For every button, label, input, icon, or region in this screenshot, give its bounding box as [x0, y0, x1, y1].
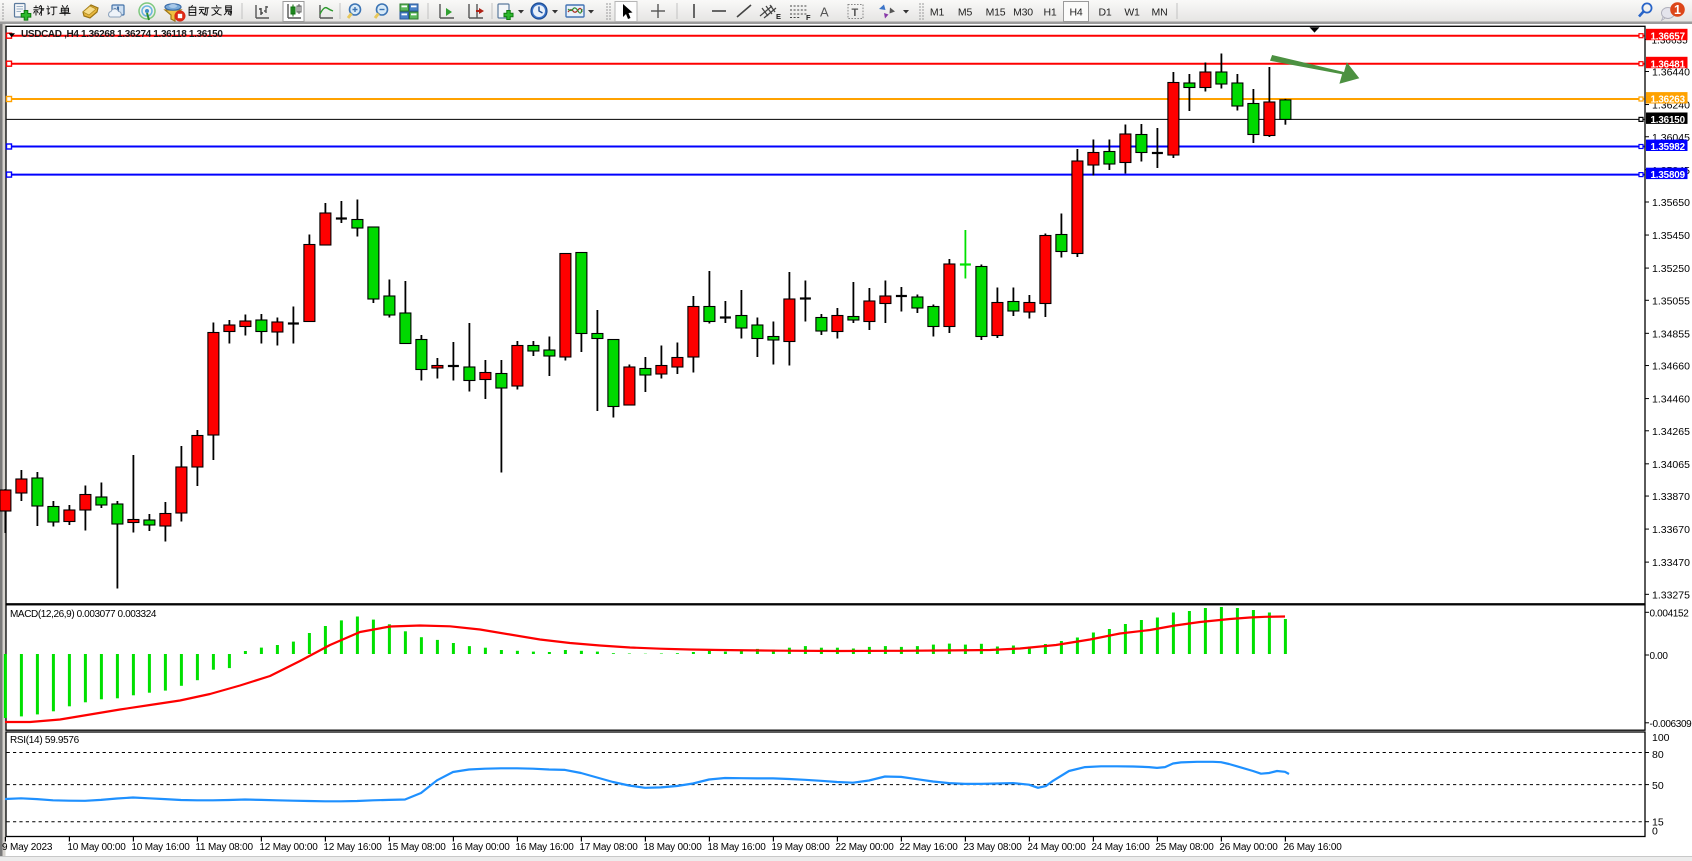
svg-text:22 May 16:00: 22 May 16:00: [899, 842, 958, 853]
svg-text:50: 50: [1652, 780, 1664, 792]
svg-text:1.35055: 1.35055: [1652, 295, 1690, 307]
svg-text:1.36481: 1.36481: [1651, 59, 1686, 70]
svg-text:18 May 16:00: 18 May 16:00: [707, 842, 766, 853]
svg-text:26 May 00:00: 26 May 00:00: [1219, 842, 1278, 853]
svg-text:24 May 00:00: 24 May 00:00: [1027, 842, 1086, 853]
svg-text:1.33670: 1.33670: [1652, 524, 1690, 536]
svg-text:10 May 16:00: 10 May 16:00: [131, 842, 190, 853]
svg-text:1.36150: 1.36150: [1651, 115, 1686, 126]
svg-text:USDCAD ,H4 1.36268 1.36274 1.: USDCAD ,H4 1.36268 1.36274 1.36118 1.361…: [21, 29, 223, 40]
svg-text:10 May 00:00: 10 May 00:00: [67, 842, 126, 853]
svg-text:MACD(12,26,9) 0.003077 0.00332: MACD(12,26,9) 0.003077 0.003324: [10, 609, 157, 620]
svg-text:1.33275: 1.33275: [1652, 589, 1690, 601]
svg-text:-0.006309: -0.006309: [1650, 719, 1692, 730]
svg-text:1.34855: 1.34855: [1652, 328, 1690, 340]
svg-text:1.33870: 1.33870: [1652, 491, 1690, 503]
svg-text:17 May 08:00: 17 May 08:00: [579, 842, 638, 853]
svg-text:1.34065: 1.34065: [1652, 459, 1690, 471]
svg-text:1.35450: 1.35450: [1652, 230, 1690, 242]
svg-text:22 May 00:00: 22 May 00:00: [835, 842, 894, 853]
svg-text:19 May 08:00: 19 May 08:00: [771, 842, 830, 853]
svg-text:24 May 16:00: 24 May 16:00: [1091, 842, 1150, 853]
svg-text:18 May 00:00: 18 May 00:00: [643, 842, 702, 853]
svg-text:1.36657: 1.36657: [1651, 31, 1686, 42]
svg-text:RSI(14) 59.9576: RSI(14) 59.9576: [10, 735, 80, 746]
svg-text:23 May 08:00: 23 May 08:00: [963, 842, 1022, 853]
svg-text:0.00: 0.00: [1650, 651, 1669, 662]
svg-text:1.35809: 1.35809: [1651, 170, 1686, 181]
svg-text:1.35250: 1.35250: [1652, 263, 1690, 275]
svg-text:12 May 16:00: 12 May 16:00: [323, 842, 382, 853]
svg-text:0.004152: 0.004152: [1650, 608, 1690, 619]
svg-text:16 May 00:00: 16 May 00:00: [451, 842, 510, 853]
svg-text:1.34265: 1.34265: [1652, 426, 1690, 438]
svg-text:1.35982: 1.35982: [1651, 142, 1686, 153]
svg-text:11 May 08:00: 11 May 08:00: [195, 842, 253, 853]
svg-text:26 May 16:00: 26 May 16:00: [1283, 842, 1342, 853]
svg-text:100: 100: [1652, 732, 1670, 744]
svg-text:9 May 2023: 9 May 2023: [2, 842, 53, 853]
svg-text:1.34460: 1.34460: [1652, 394, 1690, 406]
svg-text:0: 0: [1652, 826, 1658, 838]
svg-text:16 May 16:00: 16 May 16:00: [515, 842, 574, 853]
svg-text:1.33470: 1.33470: [1652, 557, 1690, 569]
svg-text:1.34660: 1.34660: [1652, 361, 1690, 373]
svg-text:25 May 08:00: 25 May 08:00: [1155, 842, 1214, 853]
svg-text:1.35650: 1.35650: [1652, 197, 1690, 209]
svg-text:1.36263: 1.36263: [1651, 95, 1686, 106]
svg-text:15 May 08:00: 15 May 08:00: [387, 842, 446, 853]
svg-text:12 May 00:00: 12 May 00:00: [259, 842, 318, 853]
svg-text:80: 80: [1652, 749, 1664, 761]
